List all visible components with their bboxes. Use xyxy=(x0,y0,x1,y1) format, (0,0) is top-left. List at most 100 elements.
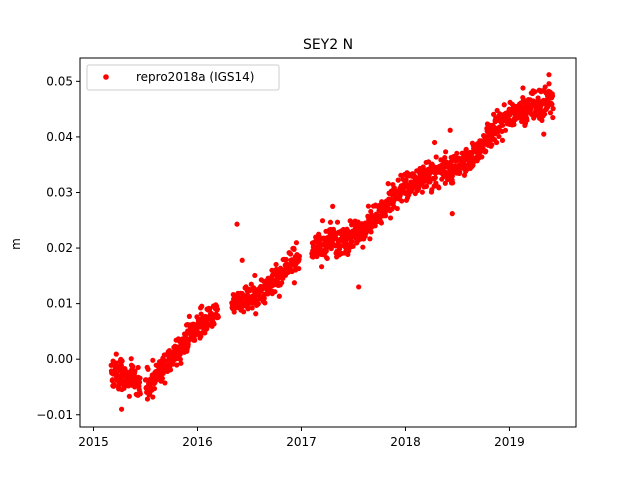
data-point xyxy=(126,393,132,399)
y-tick-label: −0.01 xyxy=(36,408,73,422)
data-point xyxy=(252,272,258,279)
data-point xyxy=(349,238,355,245)
data-point xyxy=(192,337,198,343)
x-tick-label: 2018 xyxy=(390,435,421,449)
data-point xyxy=(132,368,138,374)
data-point xyxy=(186,313,192,319)
y-axis: −0.01 0.00 0.01 0.02 0.03 0.04 0.05 xyxy=(36,74,80,422)
data-point xyxy=(296,265,302,272)
data-point xyxy=(520,85,526,91)
x-axis: 2015 2016 2017 2018 2019 xyxy=(78,427,525,449)
data-point xyxy=(314,253,320,260)
data-point xyxy=(136,379,143,385)
data-point xyxy=(287,251,294,257)
data-point xyxy=(198,311,204,317)
y-tick-label: 0.05 xyxy=(46,74,73,88)
data-point xyxy=(541,111,548,117)
data-point xyxy=(137,375,143,381)
data-point xyxy=(178,360,184,366)
data-point xyxy=(449,173,455,179)
data-point xyxy=(261,295,267,301)
plot-frame xyxy=(79,57,577,428)
data-point xyxy=(549,93,556,99)
data-point xyxy=(346,248,352,254)
data-point xyxy=(150,394,156,400)
data-point xyxy=(159,375,165,381)
data-point xyxy=(499,137,506,143)
data-point xyxy=(550,106,556,112)
data-point xyxy=(161,357,167,363)
data-point xyxy=(433,180,439,186)
data-point xyxy=(327,219,334,225)
data-point xyxy=(249,305,255,311)
data-point xyxy=(367,236,373,242)
data-point xyxy=(319,264,325,270)
data-point xyxy=(533,112,539,118)
data-point xyxy=(334,219,341,225)
data-point xyxy=(541,131,547,137)
data-point xyxy=(436,185,442,191)
data-point xyxy=(135,364,141,371)
legend-entry-label: repro2018a (IGS14) xyxy=(136,70,254,84)
data-point xyxy=(433,154,439,160)
y-tick-label: 0.04 xyxy=(46,130,73,144)
data-point xyxy=(447,127,453,133)
data-point xyxy=(368,229,374,235)
data-point xyxy=(511,121,517,128)
data-point xyxy=(167,367,174,373)
data-point xyxy=(549,101,555,107)
data-point xyxy=(403,177,409,183)
data-point xyxy=(273,261,279,268)
data-point xyxy=(423,183,430,189)
data-point xyxy=(162,380,168,386)
data-point xyxy=(123,369,129,375)
data-point xyxy=(365,203,372,209)
data-point xyxy=(337,243,344,249)
data-point xyxy=(378,220,384,226)
data-point xyxy=(532,89,538,95)
data-point xyxy=(231,309,237,315)
data-point xyxy=(546,81,552,87)
data-point xyxy=(483,148,489,154)
y-tick-label: 0.01 xyxy=(46,297,73,311)
data-point xyxy=(145,366,151,372)
data-point xyxy=(151,385,158,392)
data-point xyxy=(118,362,124,368)
data-point xyxy=(419,189,425,195)
data-point xyxy=(372,223,378,229)
data-point xyxy=(323,248,329,254)
chart-title: SEY2 N xyxy=(303,37,353,53)
data-point xyxy=(462,162,468,168)
y-tick-label: 0.00 xyxy=(46,352,73,366)
data-point xyxy=(443,149,449,155)
x-tick-label: 2017 xyxy=(286,435,317,449)
data-point xyxy=(119,358,125,364)
data-point xyxy=(493,139,500,146)
data-point xyxy=(109,377,116,383)
data-point xyxy=(479,154,485,160)
data-point xyxy=(399,198,405,204)
data-point xyxy=(253,311,259,317)
data-point xyxy=(177,351,183,358)
y-tick-label: 0.02 xyxy=(46,241,73,255)
data-point xyxy=(211,321,217,327)
data-point xyxy=(324,255,330,262)
data-point xyxy=(491,111,497,117)
data-point xyxy=(496,133,502,140)
data-point xyxy=(382,213,389,219)
y-axis-label: m xyxy=(9,238,23,250)
data-point xyxy=(239,257,245,263)
data-point xyxy=(356,284,362,290)
data-point xyxy=(234,221,240,227)
data-point xyxy=(394,205,400,212)
data-point xyxy=(279,280,285,286)
legend-box xyxy=(86,64,280,91)
x-tick-label: 2015 xyxy=(78,435,109,449)
data-point xyxy=(519,116,526,122)
data-point xyxy=(542,84,548,90)
data-point xyxy=(272,289,278,295)
data-point xyxy=(385,181,391,187)
data-point xyxy=(128,356,134,362)
data-point xyxy=(546,72,552,78)
